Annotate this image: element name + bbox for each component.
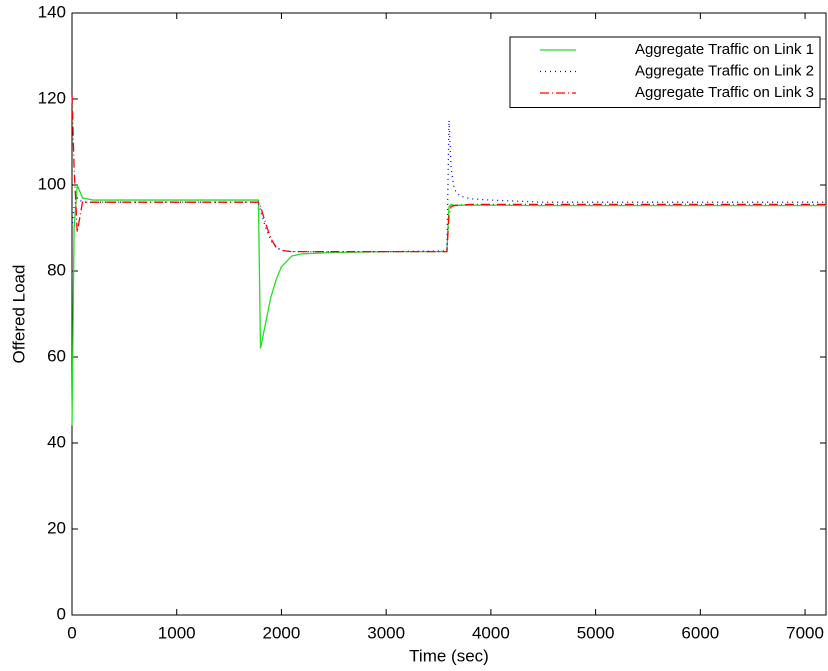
x-tick-label: 0 (67, 623, 76, 642)
y-tick-label: 80 (47, 260, 66, 279)
y-tick-label: 20 (47, 518, 66, 537)
data-line (71, 94, 826, 253)
x-tick-label: 7000 (786, 623, 824, 642)
legend-box (509, 36, 821, 108)
y-tick-label: 60 (47, 346, 66, 365)
y-tick-label: 0 (57, 604, 66, 623)
y-tick-label: 100 (38, 174, 66, 193)
x-tick-label: 3000 (367, 623, 405, 642)
legend-label: Aggregate Traffic on Link 2 (635, 62, 814, 79)
x-axis-label: Time (sec) (409, 646, 489, 665)
x-tick-label: 5000 (577, 623, 615, 642)
legend-label: Aggregate Traffic on Link 3 (635, 84, 814, 101)
legend-label: Aggregate Traffic on Link 1 (635, 41, 814, 58)
data-line (71, 184, 826, 426)
y-axis-label: Offered Load (9, 265, 28, 364)
x-tick-label: 6000 (681, 623, 719, 642)
x-tick-label: 2000 (263, 623, 301, 642)
y-tick-label: 140 (38, 2, 66, 21)
y-tick-label: 40 (47, 432, 66, 451)
x-tick-label: 4000 (472, 623, 510, 642)
plot-area (71, 12, 827, 616)
y-tick-label: 120 (38, 88, 66, 107)
legend: Aggregate Traffic on Link 1 Aggregate Tra… (509, 36, 821, 108)
x-tick-label: 1000 (158, 623, 196, 642)
